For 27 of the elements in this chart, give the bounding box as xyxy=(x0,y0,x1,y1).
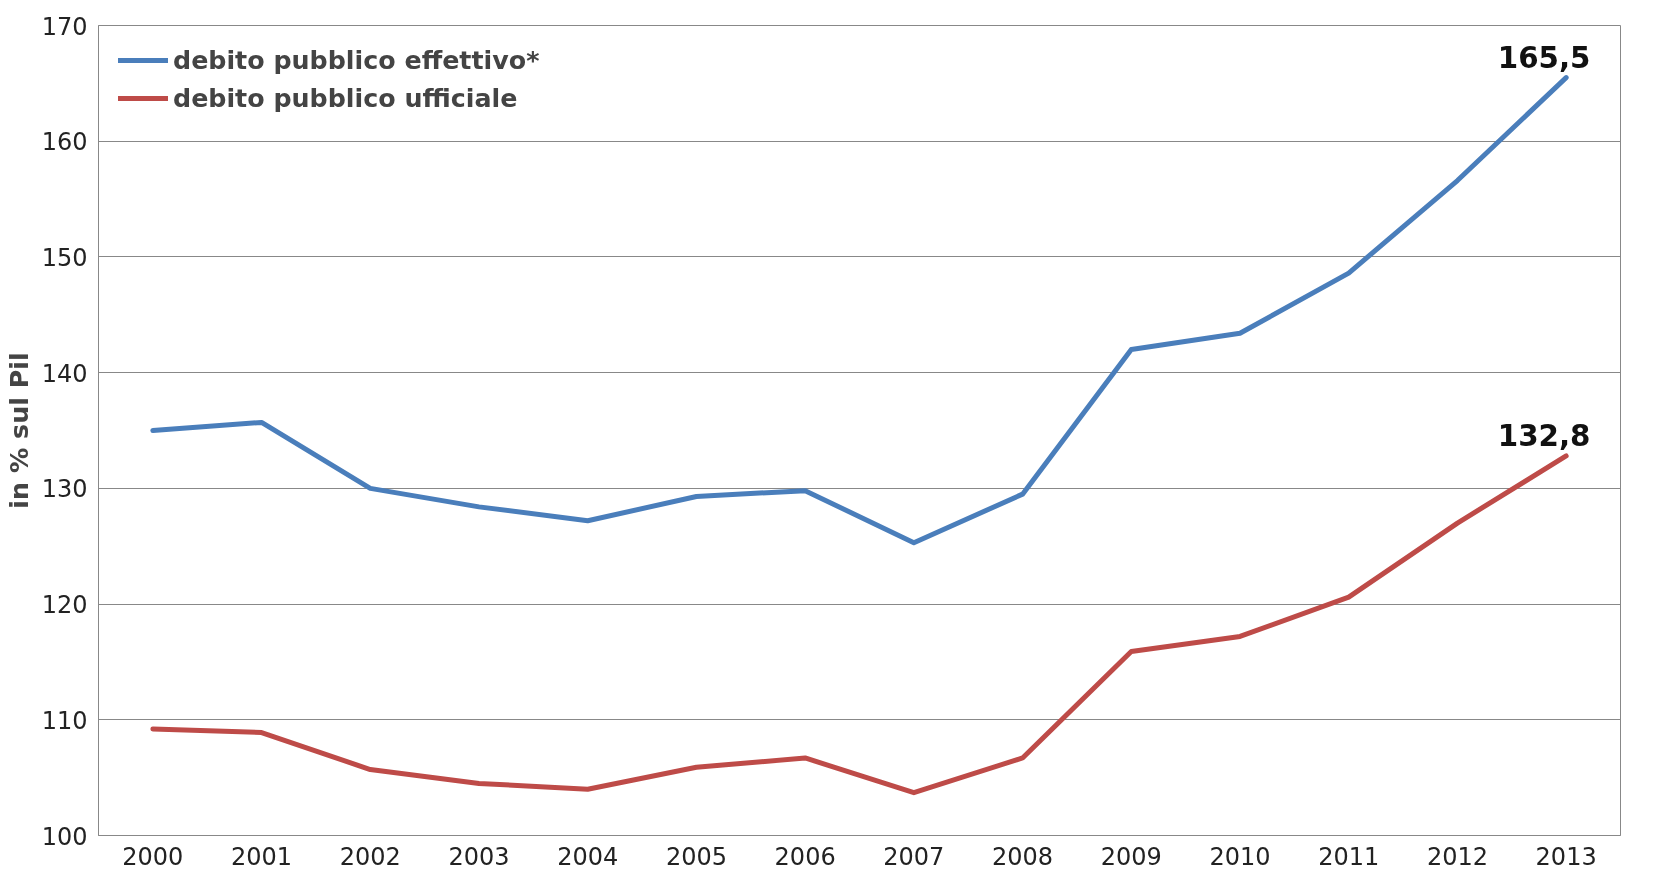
y-tick-label: 140 xyxy=(41,359,88,388)
y-axis-title: in % sul Pil xyxy=(3,352,34,509)
x-tick-label: 2012 xyxy=(1426,842,1488,871)
legend-label: debito pubblico effettivo* xyxy=(173,45,540,75)
x-tick-label: 2011 xyxy=(1318,842,1380,871)
x-tick-label: 2005 xyxy=(665,842,727,871)
x-tick-label: 2008 xyxy=(992,842,1054,871)
x-tick-label: 2009 xyxy=(1100,842,1162,871)
data-label: 165,5 xyxy=(1497,40,1591,75)
legend-label: debito pubblico ufficiale xyxy=(173,83,518,113)
y-tick-label: 150 xyxy=(41,243,88,272)
x-tick-label: 2001 xyxy=(231,842,293,871)
x-tick-label: 2006 xyxy=(774,842,836,871)
x-tick-label: 2004 xyxy=(557,842,619,871)
x-tick-label: 2002 xyxy=(339,842,401,871)
data-label: 132,8 xyxy=(1497,418,1591,453)
x-tick-label: 2013 xyxy=(1535,842,1597,871)
x-tick-label: 2003 xyxy=(448,842,510,871)
y-tick-label: 160 xyxy=(41,128,88,157)
y-tick-label: 170 xyxy=(41,12,88,41)
x-tick-label: 2007 xyxy=(883,842,945,871)
y-tick-label: 100 xyxy=(41,822,88,851)
x-tick-label: 2010 xyxy=(1209,842,1271,871)
y-tick-label: 110 xyxy=(41,706,88,735)
x-tick-label: 2000 xyxy=(122,842,184,871)
y-tick-label: 130 xyxy=(41,475,88,504)
y-tick-label: 120 xyxy=(41,591,88,620)
